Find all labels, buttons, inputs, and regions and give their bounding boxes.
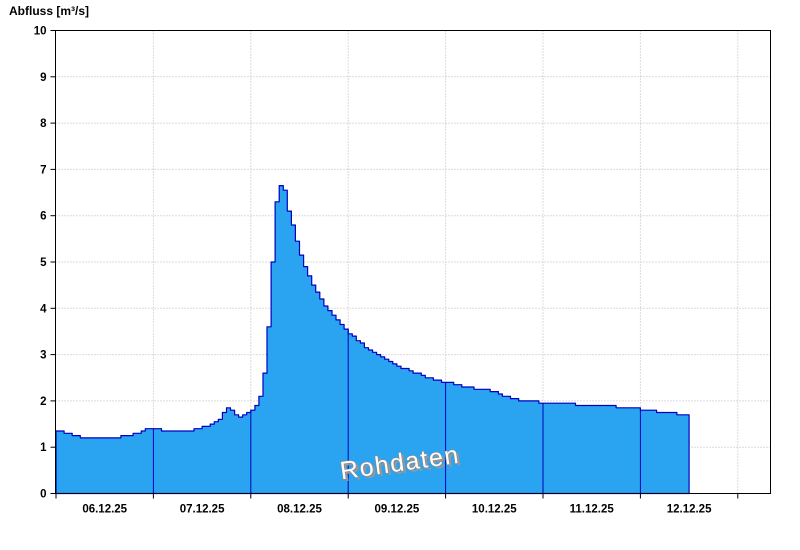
chart-title: Abfluss [m³/s]: [9, 4, 90, 18]
y-axis: 0 1 2 3 4 5 6 7 8 9 10: [34, 26, 56, 501]
area-series: [55, 185, 690, 495]
y-tick-label: 2: [40, 396, 46, 408]
y-tick-label: 6: [40, 211, 46, 223]
y-tick-label: 9: [40, 72, 46, 84]
x-tick-label: 06.12.25: [82, 504, 127, 516]
x-tick-label: 10.12.25: [472, 504, 517, 516]
x-tick-label: 07.12.25: [180, 504, 225, 516]
x-tick-label: 11.12.25: [570, 504, 615, 516]
x-tick-label: 08.12.25: [277, 504, 322, 516]
x-tick-label: 09.12.25: [375, 504, 420, 516]
y-tick-label: 1: [40, 442, 47, 454]
day-boundary-lines: [152, 329, 641, 494]
x-axis: 06.12.25 07.12.25 08.12.25 09.12.25 10.12.25…: [55, 493, 739, 516]
x-tick-label: 12.12.25: [667, 504, 712, 516]
y-tick-label: 0: [40, 489, 46, 501]
y-tick-label: 10: [34, 26, 47, 38]
y-tick-label: 3: [40, 350, 46, 362]
y-tick-label: 4: [40, 303, 47, 315]
y-tick-label: 5: [40, 257, 47, 269]
y-tick-label: 8: [40, 118, 47, 130]
y-tick-label: 7: [40, 164, 46, 176]
